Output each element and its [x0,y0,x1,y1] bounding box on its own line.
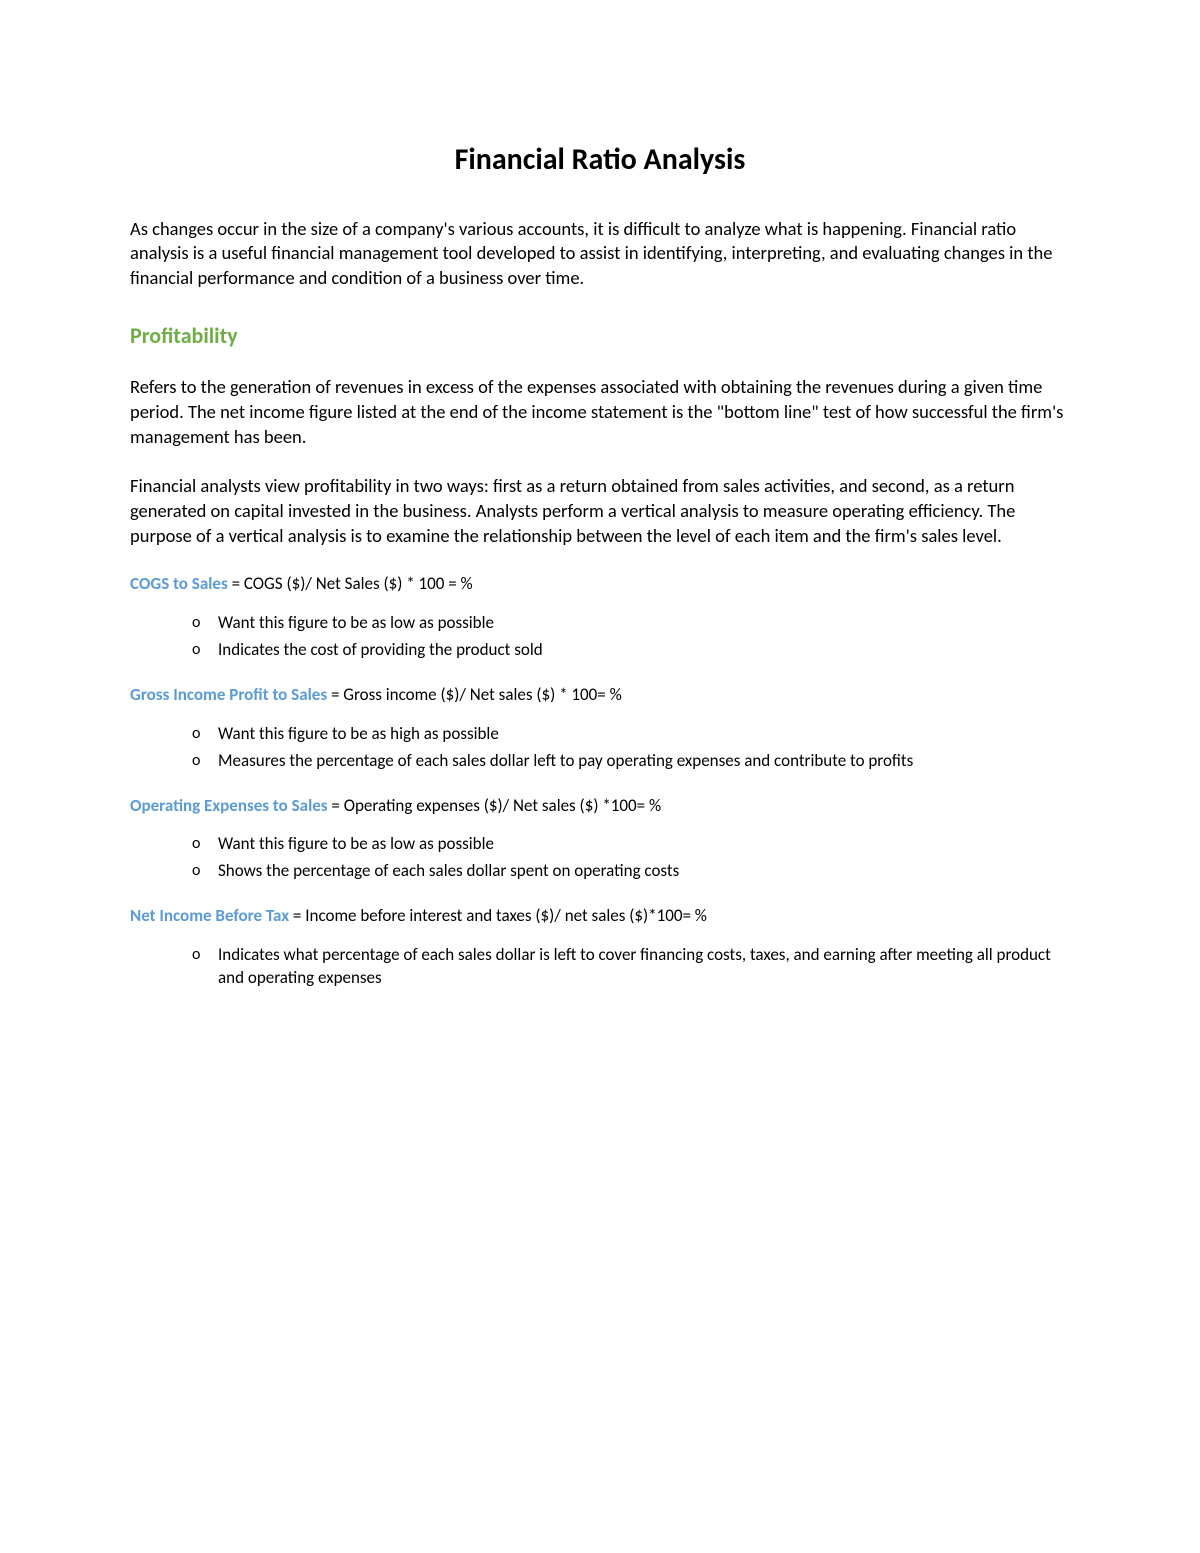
ratio-block-operating-expenses: Operating Expenses to Sales = Operating … [130,795,1070,884]
ratio-name: Net Income Before Tax [130,905,289,926]
bullet-list: Want this figure to be as high as possib… [130,723,1070,773]
ratio-formula: = Gross income ($)/ Net sales ($) * 100=… [327,684,622,705]
ratio-block-gross-income: Gross Income Profit to Sales = Gross inc… [130,684,1070,773]
ratio-name: Operating Expenses to Sales [130,795,328,816]
list-item: Measures the percentage of each sales do… [192,750,1070,773]
list-item: Want this figure to be as low as possibl… [192,612,1070,635]
ratio-name: Gross Income Profit to Sales [130,684,327,705]
list-item: Want this figure to be as low as possibl… [192,833,1070,856]
ratio-block-cogs: COGS to Sales = COGS ($)/ Net Sales ($) … [130,573,1070,662]
intro-paragraph: As changes occur in the size of a compan… [130,217,1070,292]
list-item: Shows the percentage of each sales dolla… [192,860,1070,883]
ratio-line: COGS to Sales = COGS ($)/ Net Sales ($) … [130,573,1070,596]
ratio-formula: = Operating expenses ($)/ Net sales ($) … [328,795,662,816]
ratio-formula: = Income before interest and taxes ($)/ … [289,905,707,926]
section-heading-profitability: Profitability [130,321,1070,351]
bullet-list: Want this figure to be as low as possibl… [130,833,1070,883]
ratio-line: Gross Income Profit to Sales = Gross inc… [130,684,1070,707]
bullet-list: Indicates what percentage of each sales … [130,944,1070,990]
ratio-name: COGS to Sales [130,573,228,594]
page-title: Financial Ratio Analysis [130,140,1070,181]
profitability-para-2: Financial analysts view profitability in… [130,474,1070,549]
list-item: Want this figure to be as high as possib… [192,723,1070,746]
ratio-line: Net Income Before Tax = Income before in… [130,905,1070,928]
ratio-formula: = COGS ($)/ Net Sales ($) * 100 = % [228,573,473,594]
bullet-list: Want this figure to be as low as possibl… [130,612,1070,662]
list-item: Indicates the cost of providing the prod… [192,639,1070,662]
list-item: Indicates what percentage of each sales … [192,944,1070,990]
ratio-block-net-income: Net Income Before Tax = Income before in… [130,905,1070,990]
ratio-line: Operating Expenses to Sales = Operating … [130,795,1070,818]
profitability-para-1: Refers to the generation of revenues in … [130,375,1070,450]
